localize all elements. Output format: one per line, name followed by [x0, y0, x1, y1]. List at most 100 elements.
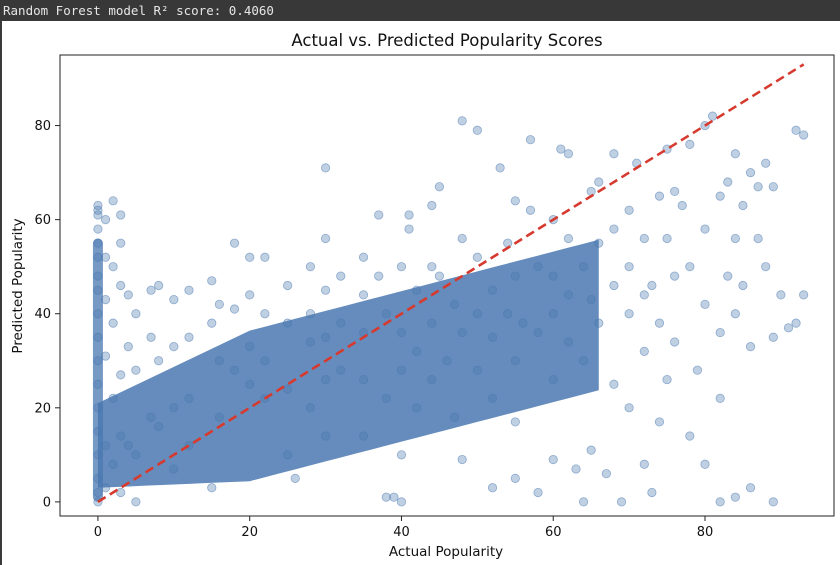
scatter-point [108, 318, 118, 328]
console-output-bar: Random Forest model R² score: 0.4060 [0, 0, 840, 21]
scatter-point [738, 280, 748, 291]
x-tick-label: 0 [94, 525, 102, 540]
scatter-point [245, 342, 255, 352]
scatter-point [745, 342, 756, 352]
scatter-point [563, 337, 574, 347]
y-tick-label: 80 [34, 119, 51, 134]
scatter-point [609, 280, 619, 291]
scatter-point [548, 271, 558, 281]
scatter-point [305, 262, 316, 272]
scatter-point [662, 374, 672, 385]
scatter-point [93, 210, 103, 220]
scatter-point [647, 280, 657, 291]
scatter-point [670, 271, 680, 281]
scatter-point [305, 309, 316, 319]
scatter-point [510, 417, 520, 427]
scatter-point [93, 487, 103, 498]
scatter-point [427, 200, 437, 211]
scatter-point [374, 271, 384, 281]
scatter-point [548, 454, 558, 465]
scatter-point [374, 210, 384, 220]
scatter-point [412, 346, 422, 356]
scatter-point [396, 365, 407, 375]
scatter-point [472, 125, 482, 135]
scatter-point [791, 125, 801, 135]
scatter-point [108, 196, 118, 206]
scatter-point [100, 295, 111, 305]
scatter-point [563, 149, 574, 159]
scatter-point [283, 450, 293, 460]
scatter-point [229, 238, 240, 248]
scatter-point [404, 224, 414, 234]
scatter-point [730, 233, 740, 244]
scatter-point [730, 149, 740, 159]
scatter-point [525, 135, 536, 145]
scatter-point [662, 233, 672, 244]
scatter-point [169, 403, 179, 413]
scatter-point [245, 379, 255, 389]
scatter-point [639, 233, 649, 244]
scatter-point [336, 365, 346, 375]
scatter-point [93, 285, 103, 295]
scatter-point [654, 417, 665, 427]
scatter-point [533, 327, 543, 338]
scatter-point [578, 497, 589, 507]
scatter-point [449, 299, 460, 309]
perfect-prediction-line [97, 63, 805, 503]
scatter-point [761, 262, 771, 272]
scatter-point [93, 224, 103, 234]
scatter-point [93, 200, 103, 211]
scatter-point [586, 445, 596, 455]
scatter-point [783, 323, 794, 333]
scatter-point [93, 252, 103, 262]
scatter-point [108, 393, 118, 403]
scatter-point [799, 290, 809, 300]
scatter-point [609, 224, 619, 234]
scatter-point [100, 215, 111, 225]
scatter-point [305, 337, 316, 347]
plot-area-frame [59, 54, 835, 517]
scatter-point [93, 473, 103, 483]
scatter-point [487, 332, 498, 342]
zero-popularity-column [92, 238, 103, 502]
scatter-point [730, 492, 740, 502]
scatter-point [768, 332, 778, 342]
scatter-point [730, 309, 740, 319]
scatter-point [427, 318, 437, 328]
scatter-point [654, 318, 665, 328]
scatter-point [594, 238, 604, 248]
x-tick-label: 20 [241, 525, 258, 540]
scatter-point [396, 497, 407, 507]
scatter-point [594, 318, 604, 328]
scatter-point [791, 318, 801, 328]
chart-title: Actual vs. Predicted Popularity Scores [291, 31, 602, 50]
scatter-points [93, 111, 809, 507]
scatter-point [670, 337, 680, 347]
scatter-point [396, 450, 407, 460]
scatter-point [700, 459, 710, 469]
scatter-point [510, 271, 520, 281]
scatter-point [427, 374, 437, 385]
y-tick-label: 0 [43, 495, 51, 510]
scatter-point [510, 196, 520, 206]
scatter-point [100, 483, 111, 493]
scatter-point [723, 177, 733, 187]
x-tick-label: 80 [697, 525, 714, 540]
scatter-point [381, 492, 391, 502]
scatter-point [146, 332, 156, 342]
scatter-point [93, 450, 103, 460]
scatter-point [654, 191, 665, 201]
scatter-point [93, 238, 103, 248]
scatter-point [207, 318, 217, 328]
scatter-point [738, 200, 748, 211]
scatter-point [320, 163, 331, 173]
scatter-point [700, 299, 710, 309]
scatter-point [495, 163, 505, 173]
scatter-point [93, 379, 103, 389]
scatter-point [685, 431, 695, 441]
scatter-point [131, 450, 141, 460]
scatter-point [358, 374, 369, 385]
scatter-point [283, 384, 293, 394]
scatter-point [358, 431, 369, 441]
